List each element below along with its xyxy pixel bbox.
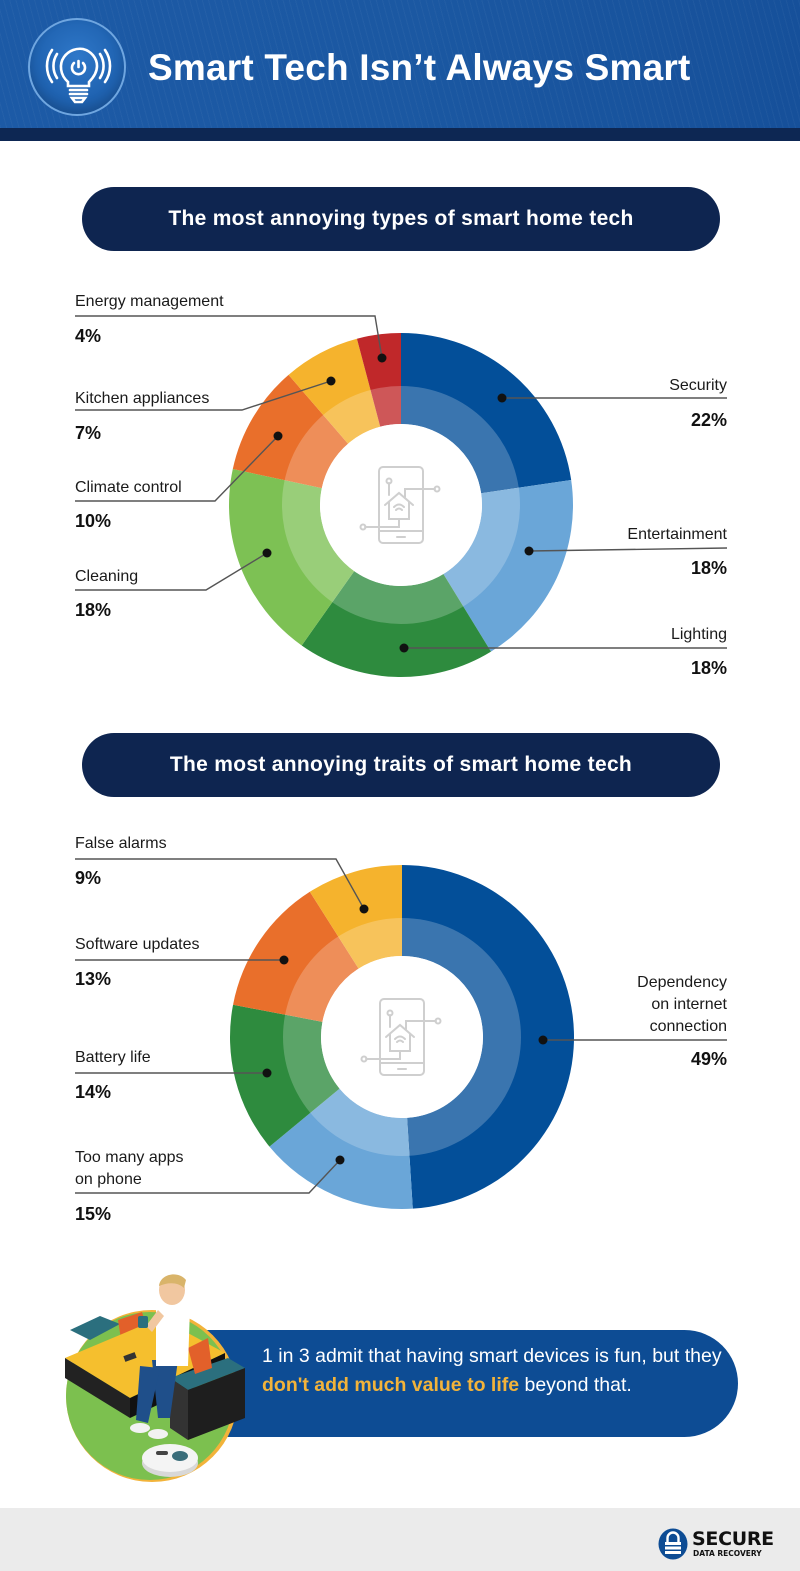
value-software-updates: 13% [75,969,112,989]
callout-text-plain: 1 in 3 admit that having smart devices i… [262,1345,722,1367]
label-battery-life: Battery life [75,1049,151,1066]
donut-slice [402,865,575,1209]
donut-slice [232,374,349,489]
brand-subtitle: DATA RECOVERY [693,1549,762,1558]
section-title-traits: The most annoying traits of smart home t… [82,733,720,797]
donut-slice [233,891,359,1022]
leader-dot [279,955,289,965]
donut-slice [401,333,572,494]
smart-home-phone-icon [359,466,441,544]
leader-line [75,315,383,359]
leader-line [75,552,268,591]
donut-slice [288,338,381,444]
leader-dot [497,393,507,403]
man-on-couch-illustration [65,1274,245,1482]
section-title-types: The most annoying types of smart home te… [82,187,720,251]
label-false-alarms: False alarms [75,835,167,852]
leader-line [75,435,279,502]
value-climate-control: 10% [75,511,112,531]
leader-line [75,1159,341,1194]
donut-chart-types [75,315,728,677]
label-dependency-internet: Dependency on internet connection [637,974,727,1035]
label-cleaning: Cleaning [75,568,139,585]
value-security: 22% [690,410,727,430]
header-divider [0,128,800,141]
brand-logo: SECURE DATA RECOVERY [658,1527,778,1561]
page-title: Smart Tech Isn’t Always Smart [148,47,691,88]
label-security: Security [669,377,727,394]
donut-slice [443,480,573,652]
leader-dot [262,548,272,558]
leader-dot [399,643,409,653]
label-energy-management: Energy management [75,293,224,310]
callout-text-highlight: don't add much value to life [262,1373,520,1396]
donut-slice [356,333,401,427]
smart-lightbulb-icon [28,18,126,116]
leader-dot [273,431,283,441]
value-dependency-internet: 49% [690,1049,727,1069]
leader-line [75,858,365,910]
smart-home-phone-icon [360,998,442,1076]
leader-dot [524,546,534,556]
donut-chart-traits [75,858,727,1209]
label-climate-control: Climate control [75,479,182,496]
leader-dot [262,1068,272,1078]
value-energy-management: 4% [75,326,102,346]
label-entertainment: Entertainment [627,526,727,543]
leader-dot [335,1155,345,1165]
brand-name: SECURE [692,1528,774,1550]
value-too-many-apps: 15% [75,1204,112,1224]
label-too-many-apps: Too many apps on phone [75,1149,184,1188]
label-lighting: Lighting [670,626,727,643]
value-battery-life: 14% [75,1082,112,1102]
donut-slice [229,1004,340,1147]
callout-banner [200,1330,738,1437]
callout-text: 1 in 3 admit that having smart devices i… [262,1342,722,1399]
header-banner [0,0,800,128]
leader-line [528,547,728,552]
value-entertainment: 18% [690,558,727,578]
value-lighting: 18% [690,658,727,678]
value-kitchen-appliances: 7% [75,423,102,443]
leader-line [75,380,332,411]
donut-slice [309,865,402,969]
padlock-icon [658,1528,688,1560]
leader-dot [377,353,387,363]
label-software-updates: Software updates [75,936,200,953]
leader-dot [326,376,336,386]
donut-slice [229,469,355,646]
value-false-alarms: 9% [75,868,102,888]
value-cleaning: 18% [75,600,112,620]
leader-dot [359,904,369,914]
donut-slice [301,571,491,677]
donut-slice [269,1088,413,1209]
label-kitchen-appliances: Kitchen appliances [75,390,210,407]
leader-dot [538,1035,548,1045]
callout-text-end: beyond that. [519,1373,632,1396]
